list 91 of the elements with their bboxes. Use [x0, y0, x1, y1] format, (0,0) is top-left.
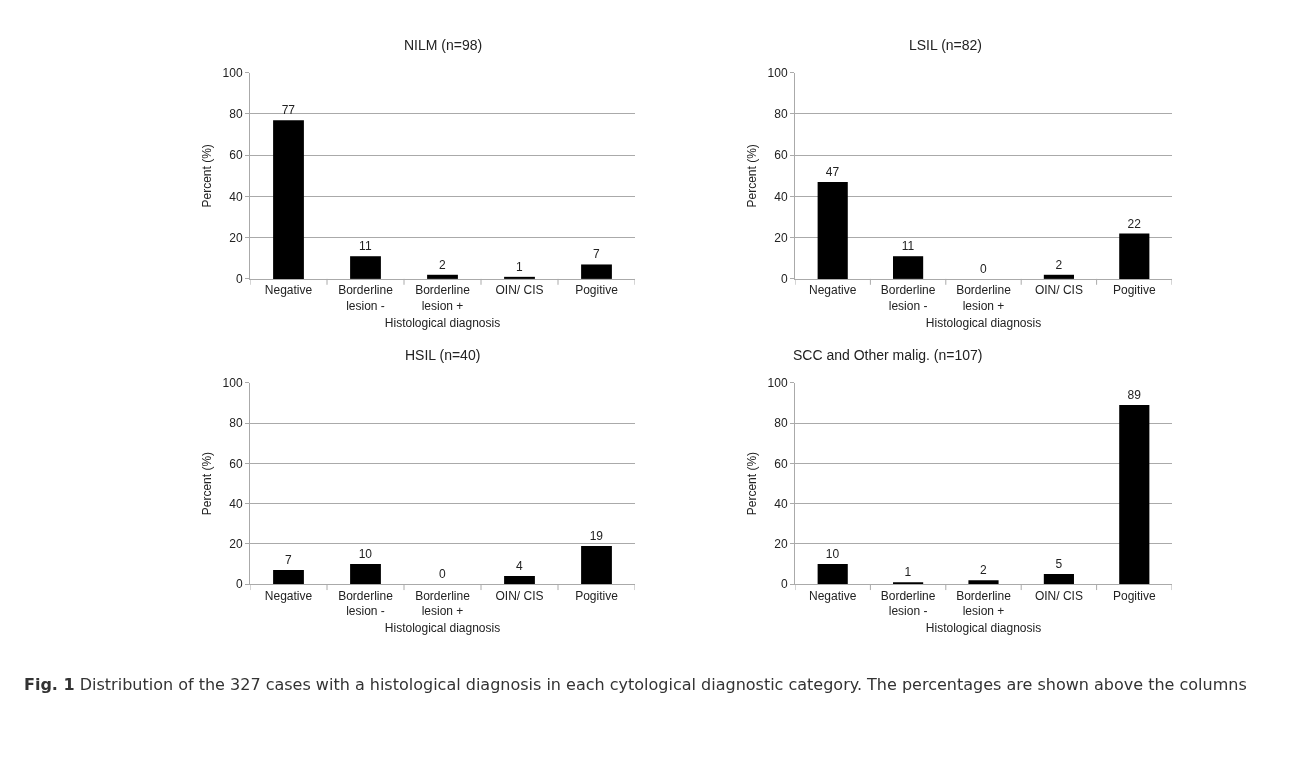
data-label: 2 [980, 563, 987, 578]
data-label: 1 [904, 565, 912, 580]
x-tick-label: Negative [264, 588, 313, 603]
data-label: 4 [516, 559, 523, 574]
chart-title: NILM (n=98) [404, 37, 483, 53]
x-tick-label: Negative [809, 588, 857, 603]
x-tick-label: OIN/ CIS [1034, 588, 1083, 603]
data-label: 11 [901, 239, 915, 254]
y-tick-label: 40 [229, 189, 243, 204]
y-tick-label: 20 [229, 537, 243, 552]
bar [273, 120, 304, 279]
chart-title: SCC and Other malig. (n=107) [793, 347, 983, 363]
y-tick-label: 40 [229, 496, 243, 511]
y-tick-label: 0 [780, 577, 788, 592]
y-tick-label: 60 [774, 148, 788, 163]
x-tick-label: OIN/ CIS [495, 283, 544, 298]
bar [350, 256, 381, 279]
x-tick-label: Pogitive [575, 283, 619, 298]
y-tick-label: 0 [235, 577, 243, 592]
y-tick-label: 40 [774, 496, 788, 511]
bar [893, 582, 924, 585]
y-tick-label: 60 [229, 148, 243, 163]
y-tick-label: 80 [774, 107, 788, 122]
x-tick-label: Borderline lesion - [880, 283, 936, 313]
y-tick-label: 0 [780, 272, 788, 287]
x-tick-label: Pogitive [1112, 588, 1156, 603]
y-axis-title: Percent (%) [744, 451, 759, 516]
bar [893, 256, 924, 279]
y-tick-label: 20 [229, 230, 243, 245]
y-tick-label: 100 [222, 65, 243, 80]
data-label: 7 [593, 247, 600, 262]
data-label: 0 [439, 567, 446, 582]
y-tick-label: 60 [229, 456, 243, 471]
data-label: 1 [516, 259, 523, 274]
y-tick-label: 0 [235, 272, 243, 287]
data-label: 5 [1055, 557, 1063, 572]
x-tick-label: Negative [264, 283, 313, 298]
x-tick-label: Borderline lesion + [956, 283, 1012, 313]
y-tick-label: 100 [222, 376, 243, 391]
bar [1043, 574, 1074, 585]
data-label: 22 [1127, 216, 1142, 231]
y-tick-label: 60 [774, 456, 788, 471]
bar [817, 564, 848, 585]
x-axis-title: Histological diagnosis [384, 621, 501, 636]
y-axis-title: Percent (%) [744, 144, 759, 208]
x-tick-label: Pogitive [1112, 283, 1156, 298]
chart-title: LSIL (n=82) [909, 37, 983, 53]
data-label: 2 [439, 257, 446, 272]
x-tick-label: Borderline lesion - [338, 283, 394, 313]
x-axis-title: Histological diagnosis [925, 621, 1042, 636]
x-tick-label: Negative [809, 283, 857, 298]
x-tick-label: Borderline lesion - [338, 588, 394, 619]
bar [1119, 405, 1150, 585]
data-label: 2 [1055, 257, 1063, 272]
data-label: 10 [358, 547, 373, 562]
data-label: 0 [980, 261, 987, 276]
y-tick-label: 80 [229, 107, 243, 122]
data-label: 7 [285, 553, 292, 568]
bar [968, 580, 999, 585]
chart-title: HSIL (n=40) [405, 347, 481, 363]
x-tick-label: Borderline lesion + [415, 588, 471, 619]
bar [1043, 274, 1074, 279]
x-tick-label: Pogitive [575, 588, 619, 603]
bar [817, 182, 848, 279]
y-tick-label: 80 [229, 416, 243, 431]
x-tick-label: OIN/ CIS [1034, 283, 1083, 298]
data-label: 11 [359, 239, 372, 254]
text: Fig. 1 Distribution of the 327 cases with a histological diagnosis in each cytological diagnostic category. The percentages are shown above the columns [24, 675, 1247, 694]
x-axis-title: Histological diagnosis [384, 315, 501, 330]
data-label: 77 [281, 103, 296, 118]
y-axis-title: Percent (%) [199, 451, 214, 516]
x-tick-label: Borderline lesion - [880, 588, 936, 619]
data-label: 47 [825, 165, 840, 180]
y-tick-label: 100 [767, 376, 788, 391]
y-tick-label: 40 [774, 189, 788, 204]
y-tick-label: 100 [767, 65, 788, 80]
data-label: 10 [825, 547, 840, 562]
data-label: 19 [589, 528, 604, 543]
y-tick-label: 80 [774, 416, 788, 431]
y-tick-label: 20 [774, 230, 788, 245]
y-axis-title: Percent (%) [199, 144, 214, 208]
y-tick-label: 20 [774, 537, 788, 552]
x-axis-title: Histological diagnosis [925, 315, 1042, 330]
bar [1119, 233, 1150, 279]
x-tick-label: Borderline lesion + [956, 588, 1012, 619]
bar [427, 274, 458, 279]
x-tick-label: OIN/ CIS [495, 588, 544, 603]
data-label: 89 [1127, 388, 1142, 403]
bar [581, 264, 612, 279]
bar [504, 276, 535, 279]
x-tick-label: Borderline lesion + [415, 283, 471, 313]
